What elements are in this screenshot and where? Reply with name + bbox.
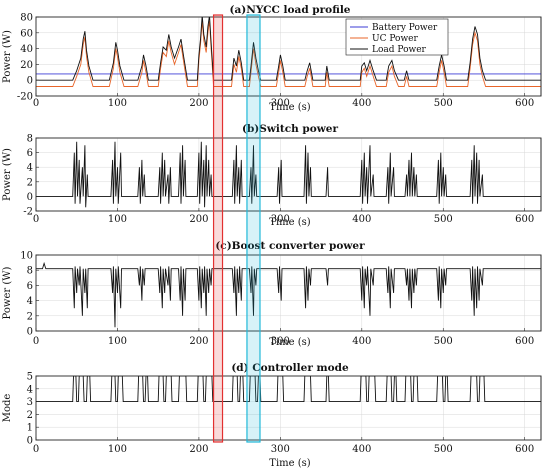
plot-frame xyxy=(35,254,542,332)
y-tick-label: 5 xyxy=(27,372,33,383)
plot-frame xyxy=(35,16,542,97)
series-line-d-0 xyxy=(36,376,541,403)
y-tick-label: 1 xyxy=(27,423,33,434)
y-axis-label-a: Power (W) xyxy=(2,30,13,83)
x-tick-label: 300 xyxy=(271,214,290,225)
x-tick-label: 0 xyxy=(33,214,39,225)
x-tick-label: 0 xyxy=(33,336,39,347)
y-tick-label: 6 xyxy=(27,148,33,159)
y-tick-label: 3 xyxy=(27,397,33,408)
x-tick-label: 400 xyxy=(352,444,371,455)
series-line-b-0 xyxy=(36,141,541,208)
y-tick-label: 6 xyxy=(27,281,33,292)
plot-area-d xyxy=(35,375,542,441)
x-tick-label: 600 xyxy=(515,98,534,109)
y-tick-label: 2 xyxy=(27,311,33,322)
x-tick-label: 600 xyxy=(515,336,534,347)
chart-title-c: (c)Boost converter power xyxy=(215,240,365,252)
legend-entry-label: Load Power xyxy=(372,45,427,55)
x-tick-label: 0 xyxy=(33,444,39,455)
y-tick-label: 10 xyxy=(20,251,33,262)
x-tick-label: 0 xyxy=(33,98,39,109)
x-tick-label: 400 xyxy=(352,336,371,347)
y-axis-label-d: Mode xyxy=(2,394,13,423)
y-tick-label: 2 xyxy=(27,410,33,421)
y-tick-label: 20 xyxy=(20,60,33,71)
y-tick-label: 4 xyxy=(27,296,33,307)
series-line-c-0 xyxy=(36,261,541,328)
y-tick-label: 40 xyxy=(20,44,33,55)
x-tick-label: 300 xyxy=(271,444,290,455)
y-tick-label: 0 xyxy=(27,192,33,203)
x-tick-label: 300 xyxy=(271,336,290,347)
y-tick-label: 2 xyxy=(27,177,33,188)
series-line-a-uc-power xyxy=(36,20,541,87)
x-axis-label-a: Time (s) xyxy=(269,102,310,113)
y-tick-label: 8 xyxy=(27,266,33,277)
x-tick-label: 100 xyxy=(108,214,127,225)
legend-entry-label: Battery Power xyxy=(372,23,438,33)
y-tick-label: 80 xyxy=(20,13,33,24)
x-tick-label: 100 xyxy=(108,336,127,347)
y-tick-label: -20 xyxy=(17,92,33,103)
chart-title-a: (a)NYCC load profile xyxy=(230,4,351,16)
legend-entry-label: UC Power xyxy=(372,34,418,44)
y-axis-label-c: Power (W) xyxy=(2,266,13,319)
x-tick-label: 200 xyxy=(189,444,208,455)
y-axis-label-b: Power (W) xyxy=(2,148,13,201)
series-line-a-load-power xyxy=(36,17,541,81)
x-axis-label-c: Time (s) xyxy=(269,337,310,348)
highlight-bands xyxy=(212,14,261,443)
x-tick-label: 600 xyxy=(515,214,534,225)
x-axis-label-d: Time (s) xyxy=(269,458,310,469)
x-tick-label: 400 xyxy=(352,98,371,109)
cyan-band xyxy=(246,14,261,443)
y-tick-label: 0 xyxy=(27,436,33,447)
plot-frame xyxy=(35,137,542,212)
x-tick-label: 600 xyxy=(515,444,534,455)
chart-title-d: (d) Controller mode xyxy=(231,362,349,374)
plot-area-c xyxy=(35,254,542,332)
y-tick-label: 0 xyxy=(27,327,33,338)
plot-frame xyxy=(35,375,542,441)
x-tick-label: 500 xyxy=(434,444,453,455)
y-tick-label: 4 xyxy=(27,384,33,395)
x-tick-label: 100 xyxy=(108,444,127,455)
plot-area-b xyxy=(35,137,542,212)
red-band xyxy=(212,14,224,443)
y-tick-label: -2 xyxy=(23,207,33,218)
chart-title-b: (b)Switch power xyxy=(242,123,338,135)
x-tick-label: 500 xyxy=(434,336,453,347)
x-tick-label: 500 xyxy=(434,98,453,109)
y-tick-label: 4 xyxy=(27,163,33,174)
y-tick-label: 60 xyxy=(20,28,33,39)
x-tick-label: 200 xyxy=(189,336,208,347)
x-tick-label: 500 xyxy=(434,214,453,225)
x-tick-label: 300 xyxy=(271,98,290,109)
x-tick-label: 200 xyxy=(189,214,208,225)
y-tick-label: 0 xyxy=(27,76,33,87)
x-tick-label: 400 xyxy=(352,214,371,225)
y-tick-label: 8 xyxy=(27,134,33,145)
x-tick-label: 200 xyxy=(189,98,208,109)
x-tick-label: 100 xyxy=(108,98,127,109)
x-axis-label-b: Time (s) xyxy=(269,217,310,228)
plot-area-a xyxy=(35,16,542,97)
